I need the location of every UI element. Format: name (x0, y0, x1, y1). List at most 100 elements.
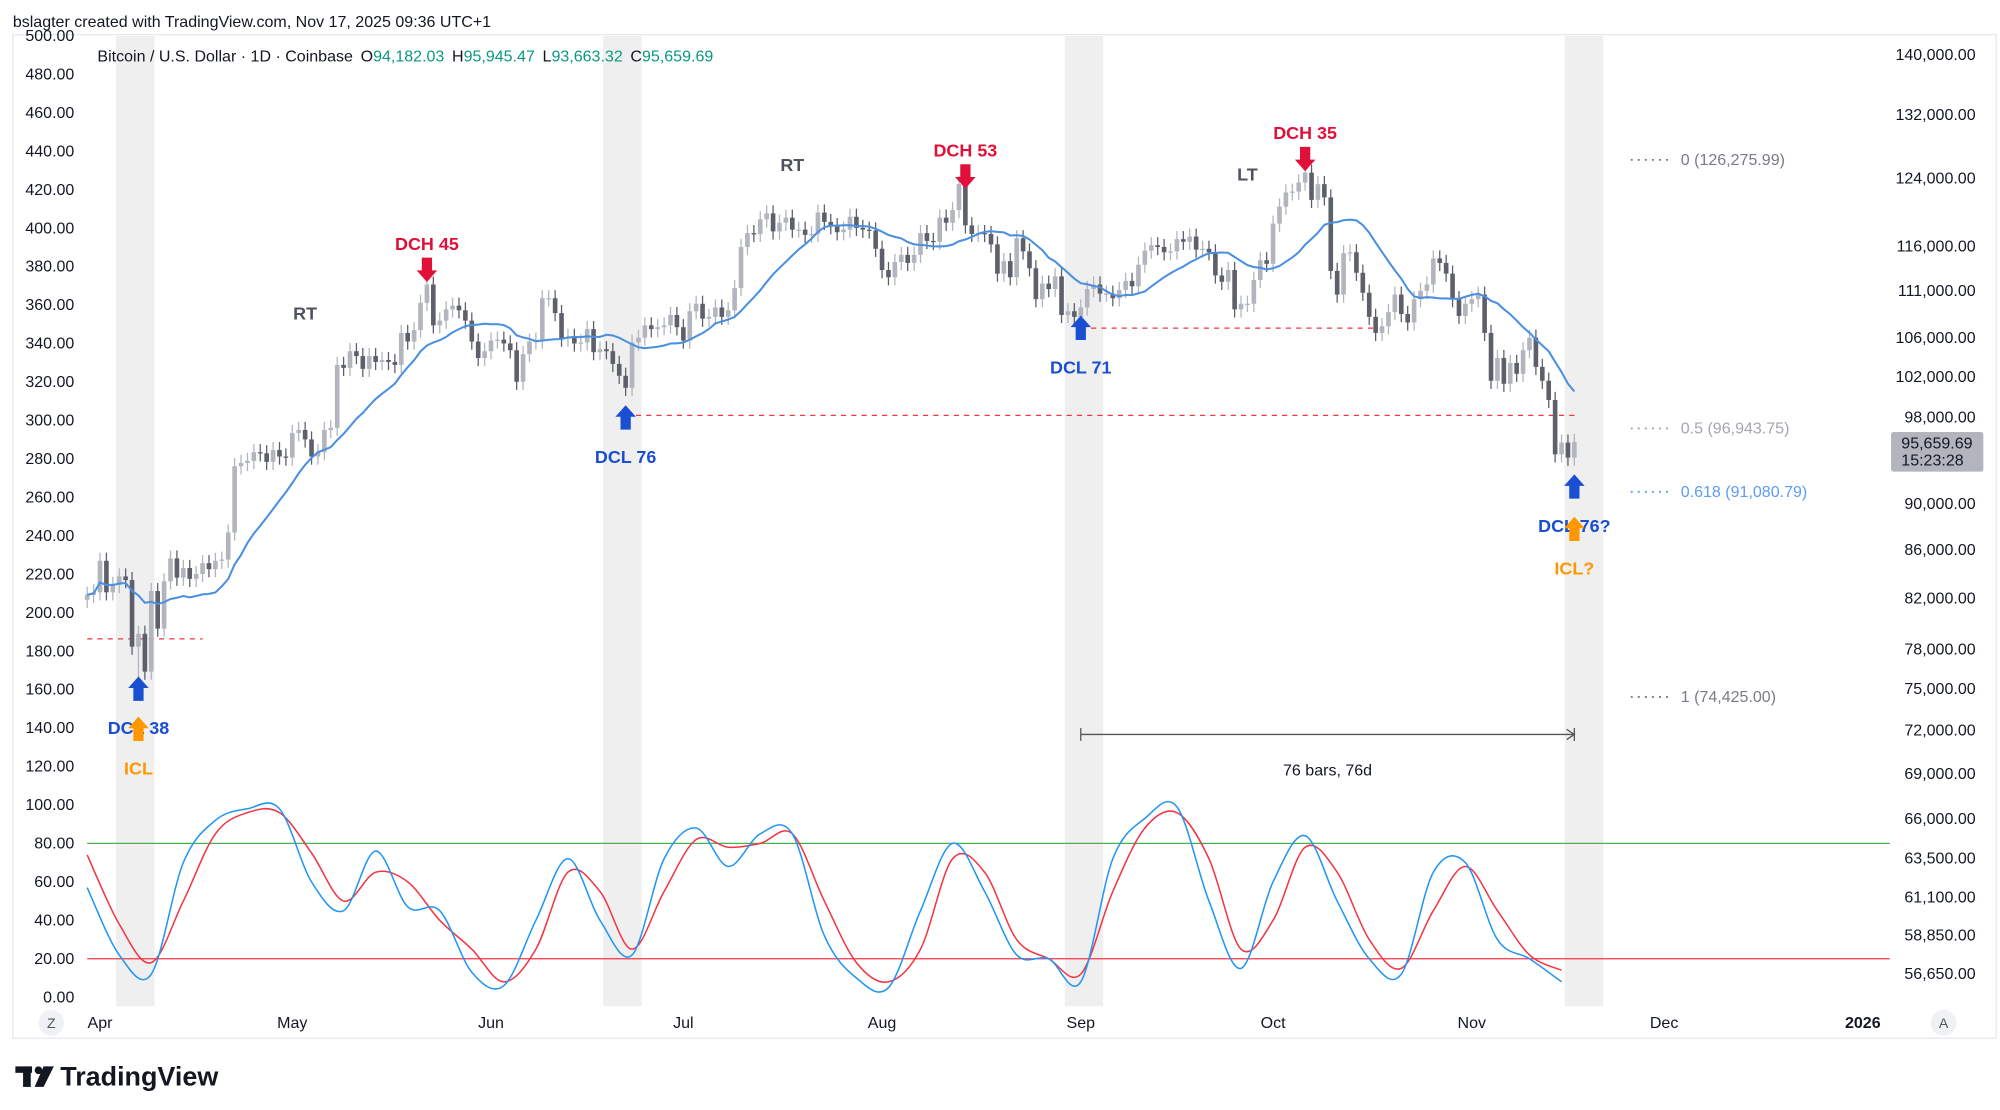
candle-body[interactable] (642, 325, 648, 338)
candle-body[interactable] (668, 314, 673, 326)
candle-body[interactable] (315, 452, 321, 457)
candle-body[interactable] (1290, 191, 1295, 193)
candle-body[interactable] (225, 532, 231, 560)
candle-body[interactable] (1136, 264, 1141, 287)
candle-body[interactable] (270, 450, 276, 462)
candle-body[interactable] (815, 212, 821, 234)
candle-body[interactable] (1232, 270, 1237, 310)
candle-body[interactable] (283, 456, 289, 458)
candle-body[interactable] (879, 248, 885, 271)
candle-body[interactable] (1437, 258, 1443, 263)
candle-body[interactable] (790, 217, 795, 230)
candle-body[interactable] (1546, 380, 1552, 400)
right-axis[interactable]: 140,000.00 132,000.00 124,000.00 116,000.00… (1895, 46, 1975, 983)
candle-body[interactable] (1334, 270, 1340, 295)
candle-body[interactable] (1565, 442, 1571, 458)
candle-body[interactable] (956, 184, 962, 211)
candle-body[interactable] (424, 284, 430, 303)
candle-body[interactable] (674, 314, 680, 328)
candle-body[interactable] (1463, 303, 1468, 316)
candle-body[interactable] (713, 307, 718, 317)
candle-body[interactable] (187, 567, 193, 579)
candle-body[interactable] (1495, 358, 1500, 381)
candle-body[interactable] (84, 594, 90, 600)
candle-body[interactable] (559, 313, 564, 339)
candle-body[interactable] (200, 563, 205, 574)
candle-body[interactable] (527, 341, 532, 355)
candle-body[interactable] (1040, 283, 1045, 300)
candle-body[interactable] (828, 221, 834, 227)
candle-body[interactable] (437, 320, 443, 326)
candle-body[interactable] (1161, 247, 1167, 253)
candle-body[interactable] (572, 336, 577, 344)
candle-body[interactable] (1347, 252, 1353, 254)
candle-body[interactable] (591, 329, 596, 353)
candle-body[interactable] (1559, 442, 1564, 455)
candle-body[interactable] (1245, 303, 1250, 306)
candle-body[interactable] (1213, 252, 1218, 276)
candle-body[interactable] (1475, 294, 1481, 300)
candle-body[interactable] (1572, 441, 1577, 458)
candle-body[interactable] (309, 439, 314, 457)
candle-body[interactable] (1309, 172, 1314, 200)
candle-body[interactable] (1104, 293, 1109, 295)
candle-body[interactable] (1488, 332, 1494, 381)
candle-body[interactable] (1123, 280, 1128, 290)
candle-body[interactable] (168, 558, 173, 582)
candle-body[interactable] (1110, 293, 1116, 299)
candle-body[interactable] (116, 576, 122, 585)
candle-body[interactable] (963, 184, 968, 226)
candle-body[interactable] (1366, 292, 1372, 317)
candle-body[interactable] (1148, 245, 1154, 251)
candle-body[interactable] (1507, 362, 1513, 384)
candle-body[interactable] (104, 560, 109, 593)
candle-body[interactable] (1379, 326, 1385, 333)
candle-body[interactable] (418, 302, 423, 331)
candle-body[interactable] (924, 233, 930, 241)
candle-body[interactable] (604, 349, 609, 352)
candle-body[interactable] (866, 229, 872, 231)
candle-body[interactable] (277, 450, 282, 457)
candle-body[interactable] (1539, 366, 1545, 381)
candle-body[interactable] (687, 311, 693, 341)
candle-body[interactable] (950, 210, 955, 223)
candle-body[interactable] (1084, 289, 1090, 308)
candle-body[interactable] (661, 325, 667, 328)
candle-body[interactable] (264, 453, 269, 462)
candle-body[interactable] (982, 233, 987, 235)
candle-body[interactable] (520, 354, 526, 382)
candle-body[interactable] (1328, 197, 1334, 271)
candle-body[interactable] (898, 254, 904, 263)
candle-body[interactable] (1411, 299, 1417, 323)
candle-body[interactable] (245, 460, 250, 463)
candle-body[interactable] (911, 254, 917, 263)
candle-body[interactable] (783, 217, 789, 223)
candle-body[interactable] (540, 298, 545, 341)
candle-body[interactable] (1225, 270, 1231, 282)
candle-body[interactable] (937, 217, 943, 242)
candle-body[interactable] (97, 560, 103, 593)
candle-body[interactable] (1014, 238, 1019, 278)
candle-body[interactable] (822, 212, 827, 222)
candle-body[interactable] (1456, 299, 1462, 316)
candle-body[interactable] (379, 359, 385, 362)
candle-body[interactable] (161, 581, 167, 629)
candle-body[interactable] (1116, 289, 1122, 299)
candle-body[interactable] (1078, 307, 1084, 317)
candle-body[interactable] (738, 247, 744, 289)
candle-body[interactable] (290, 433, 295, 458)
candle-body[interactable] (802, 229, 808, 235)
candle-body[interactable] (700, 303, 705, 319)
candle-body[interactable] (648, 325, 654, 330)
candle-body[interactable] (732, 288, 737, 311)
candle-body[interactable] (1296, 182, 1302, 192)
candle-body[interactable] (1277, 206, 1282, 224)
reset-scale-z-button[interactable]: Z (38, 1010, 65, 1036)
candle-body[interactable] (366, 356, 372, 369)
candle-body[interactable] (777, 222, 782, 232)
candle-body[interactable] (636, 337, 641, 343)
candle-body[interactable] (142, 633, 148, 672)
candle-body[interactable] (597, 349, 603, 353)
candle-body[interactable] (1219, 275, 1225, 282)
candle-body[interactable] (1501, 358, 1507, 384)
